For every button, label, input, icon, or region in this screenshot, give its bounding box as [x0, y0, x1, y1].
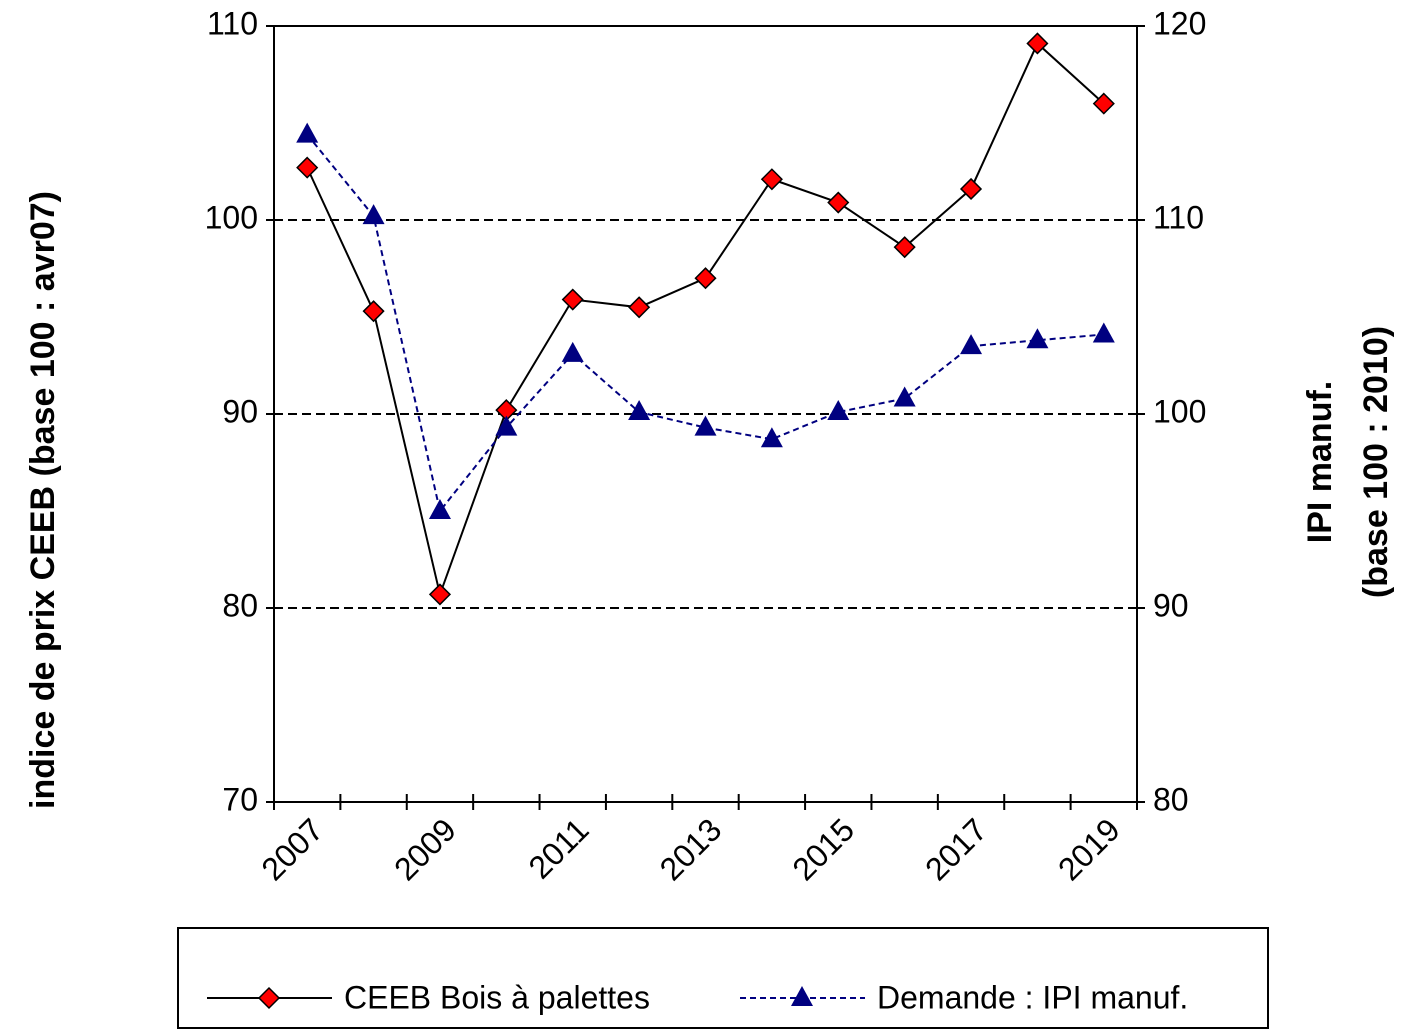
y-tick-label: 100 [205, 199, 258, 235]
data-point [760, 427, 783, 448]
data-point [628, 400, 651, 421]
data-point [827, 400, 850, 421]
y-axis-label: indice de prix CEEB (base 100 : avr07) [24, 191, 62, 809]
data-point [428, 583, 452, 606]
data-point [960, 334, 983, 355]
data-point [362, 300, 385, 323]
y2-tick-label: 90 [1153, 587, 1189, 623]
data-point [1092, 92, 1115, 115]
y-tick-label: 90 [222, 393, 258, 429]
legend-marker [257, 986, 281, 1010]
legend-box [177, 927, 1269, 1029]
data-point [694, 267, 717, 290]
y2-tick-label: 100 [1153, 393, 1206, 429]
data-point [760, 168, 783, 191]
data-point [827, 191, 850, 214]
data-point [495, 415, 518, 436]
y2-tick-label: 80 [1153, 781, 1189, 817]
legend-label: Demande : IPI manuf. [877, 979, 1188, 1015]
plot-frame [273, 25, 1138, 803]
data-point [893, 236, 916, 259]
y-tick-label: 70 [222, 781, 258, 817]
y2-axis-label: (base 100 : 2010) [1357, 326, 1395, 598]
data-point [694, 415, 717, 436]
y2-axis-label: IPI manuf. [1301, 381, 1339, 543]
legend-marker [791, 986, 813, 1006]
legend-label: CEEB Bois à palettes [344, 979, 650, 1015]
data-point [561, 288, 584, 311]
y2-tick-label: 120 [1153, 5, 1206, 41]
data-point [1026, 328, 1049, 349]
data-point [296, 156, 319, 179]
data-point [362, 204, 385, 225]
data-point [1026, 32, 1049, 55]
data-point [1092, 322, 1115, 343]
data-point [428, 499, 451, 519]
y2-tick-label: 110 [1153, 199, 1204, 235]
data-point [893, 386, 916, 407]
data-point [561, 341, 584, 362]
y-tick-label: 110 [207, 5, 258, 41]
data-point [296, 122, 319, 143]
data-point [628, 296, 651, 319]
data-point [959, 177, 983, 201]
y-tick-label: 80 [222, 587, 258, 623]
